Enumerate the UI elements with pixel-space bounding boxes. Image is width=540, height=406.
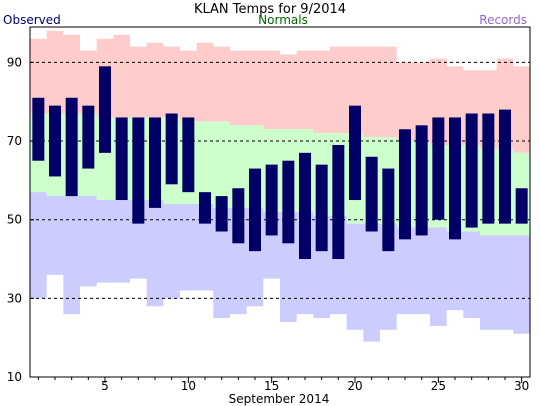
- observed-bar-day-28: [482, 113, 495, 224]
- record-high-band: [30, 30, 530, 153]
- observed-bar-day-5: [99, 66, 111, 153]
- observed-bar-day-19: [332, 144, 345, 260]
- y-tick-label-70: 70: [7, 134, 22, 148]
- observed-bar-day-25: [432, 117, 445, 220]
- legend-records: Records: [479, 13, 527, 27]
- observed-bars: [32, 66, 528, 260]
- observed-bar-day-16: [282, 160, 295, 244]
- observed-bar-day-10: [182, 117, 195, 193]
- observed-bar-day-8: [149, 117, 161, 208]
- chart-title: KLAN Temps for 9/2014: [194, 2, 346, 17]
- observed-bar-day-4: [82, 105, 95, 169]
- observed-bar-day-30: [515, 188, 528, 224]
- observed-bar-day-22: [382, 168, 395, 252]
- y-axis: 10 30 50 70 90: [7, 55, 34, 384]
- y-tick-label-50: 50: [7, 213, 22, 227]
- y-tick-label-30: 30: [7, 291, 22, 305]
- x-tick-label-5: 5: [101, 379, 109, 393]
- x-axis: 5 10 15 20 25 30: [37, 377, 529, 393]
- observed-bar-day-6: [115, 117, 128, 201]
- x-tick-label-30: 30: [514, 379, 529, 393]
- observed-bar-day-20: [349, 105, 361, 201]
- observed-bar-day-17: [299, 152, 311, 260]
- observed-bar-day-7: [132, 117, 145, 224]
- observed-bar-day-24: [415, 125, 428, 236]
- legend-normals: Normals: [258, 13, 308, 27]
- observed-bar-day-27: [465, 113, 478, 228]
- x-axis-label: September 2014: [229, 392, 330, 406]
- x-tick-label-10: 10: [181, 379, 196, 393]
- x-tick-label-20: 20: [347, 379, 362, 393]
- x-tick-label-15: 15: [264, 379, 279, 393]
- legend-observed: Observed: [3, 13, 61, 27]
- observed-bar-day-1: [32, 97, 45, 161]
- observed-bar-day-13: [232, 188, 245, 244]
- x-tick-label-25: 25: [431, 379, 446, 393]
- observed-bar-day-11: [199, 192, 211, 224]
- observed-bar-day-15: [265, 164, 278, 236]
- observed-bar-day-23: [399, 129, 411, 240]
- observed-bar-day-26: [449, 117, 461, 240]
- observed-bar-day-9: [165, 113, 178, 185]
- y-tick-label-10: 10: [7, 370, 22, 384]
- observed-bar-day-3: [65, 97, 78, 197]
- grid-lines: [30, 61, 530, 299]
- plot-frame: [29, 26, 531, 378]
- observed-bar-day-29: [499, 109, 511, 224]
- observed-bar-day-21: [365, 156, 378, 232]
- observed-bar-day-12: [215, 196, 228, 232]
- observed-bar-day-18: [315, 164, 328, 252]
- observed-bar-day-2: [49, 105, 61, 177]
- y-tick-label-90: 90: [7, 55, 22, 69]
- observed-bar-day-14: [249, 168, 261, 252]
